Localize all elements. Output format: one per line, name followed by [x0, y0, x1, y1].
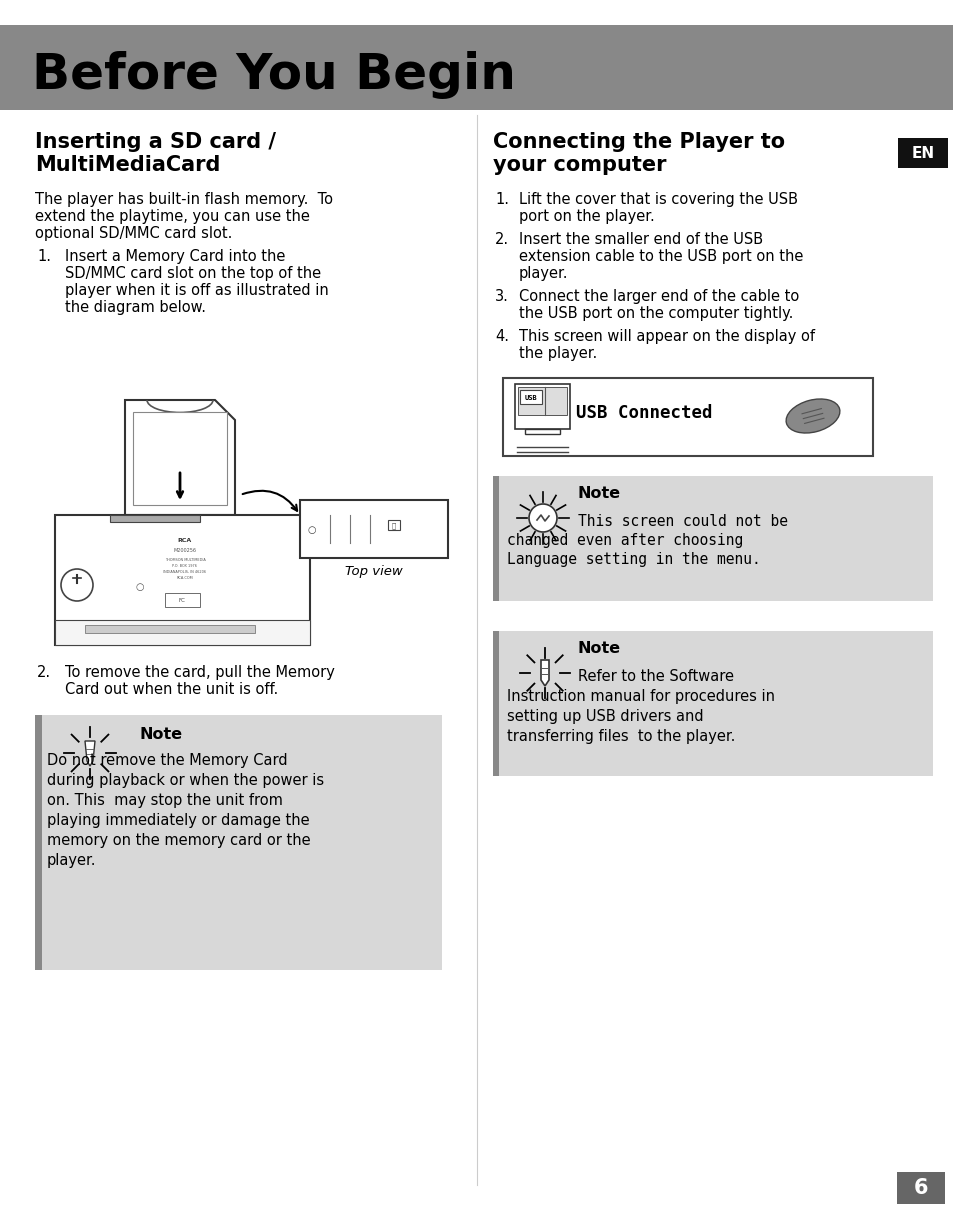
- Text: extension cable to the USB port on the: extension cable to the USB port on the: [518, 249, 802, 264]
- Bar: [110, 515, 200, 522]
- Bar: [35, 714, 441, 970]
- Text: P.O. BOX 1976: P.O. BOX 1976: [172, 564, 197, 567]
- Bar: [132, 412, 227, 505]
- Text: Do not remove the Memory Card: Do not remove the Memory Card: [47, 753, 287, 768]
- Text: To remove the card, pull the Memory: To remove the card, pull the Memory: [65, 665, 335, 680]
- Text: player.: player.: [518, 266, 568, 281]
- Bar: [502, 378, 872, 456]
- Text: ○: ○: [135, 582, 144, 592]
- Bar: [55, 620, 310, 645]
- Text: SD/MMC card slot on the top of the: SD/MMC card slot on the top of the: [65, 266, 321, 281]
- Bar: [517, 388, 566, 416]
- Text: Insert a Memory Card into the: Insert a Memory Card into the: [65, 249, 285, 264]
- Text: playing immediately or damage the: playing immediately or damage the: [47, 813, 310, 827]
- Text: during playback or when the power is: during playback or when the power is: [47, 773, 324, 789]
- Text: ○: ○: [308, 525, 315, 535]
- Text: USB: USB: [524, 395, 537, 401]
- Text: Note: Note: [140, 727, 183, 742]
- Text: setting up USB drivers and: setting up USB drivers and: [506, 710, 703, 724]
- Text: Note: Note: [578, 486, 620, 501]
- Bar: [0, 26, 953, 111]
- Polygon shape: [125, 400, 234, 515]
- Text: THOMSON MULTIMEDIA: THOMSON MULTIMEDIA: [165, 558, 205, 563]
- Text: the player.: the player.: [518, 346, 597, 361]
- Bar: [896, 1172, 944, 1204]
- Text: RCA: RCA: [177, 537, 192, 543]
- Text: FC: FC: [178, 598, 185, 603]
- Circle shape: [61, 569, 92, 601]
- Text: 1.: 1.: [37, 249, 51, 264]
- Text: the USB port on the computer tightly.: the USB port on the computer tightly.: [518, 306, 793, 321]
- Text: Top view: Top view: [345, 565, 402, 578]
- Text: memory on the memory card or the: memory on the memory card or the: [47, 833, 311, 848]
- Text: player when it is off as illustrated in: player when it is off as illustrated in: [65, 283, 329, 298]
- Ellipse shape: [785, 399, 839, 433]
- Polygon shape: [85, 741, 95, 765]
- Text: Insert the smaller end of the USB: Insert the smaller end of the USB: [518, 232, 762, 247]
- Polygon shape: [540, 660, 548, 686]
- Text: optional SD/MMC card slot.: optional SD/MMC card slot.: [35, 226, 233, 241]
- Text: extend the playtime, you can use the: extend the playtime, you can use the: [35, 209, 310, 224]
- Text: 🔒: 🔒: [392, 522, 395, 530]
- Text: M200256: M200256: [173, 548, 196, 553]
- Text: This screen will appear on the display of: This screen will appear on the display o…: [518, 329, 814, 344]
- Bar: [515, 384, 569, 429]
- Bar: [165, 593, 200, 608]
- Circle shape: [529, 504, 557, 532]
- Text: Inserting a SD card /: Inserting a SD card /: [35, 132, 275, 152]
- Bar: [299, 501, 448, 558]
- Text: changed even after choosing: changed even after choosing: [506, 533, 742, 548]
- Text: This screen could not be: This screen could not be: [578, 514, 787, 529]
- Bar: [519, 390, 541, 405]
- Text: Card out when the unit is off.: Card out when the unit is off.: [65, 682, 278, 697]
- Text: Note: Note: [578, 642, 620, 656]
- Text: player.: player.: [47, 853, 96, 868]
- Text: 2.: 2.: [37, 665, 51, 680]
- Bar: [493, 476, 932, 601]
- Text: MultiMediaCard: MultiMediaCard: [35, 156, 220, 175]
- Text: 1.: 1.: [495, 192, 509, 207]
- Bar: [493, 631, 932, 776]
- Bar: [524, 429, 559, 434]
- Bar: [897, 139, 947, 168]
- Text: 6: 6: [913, 1179, 927, 1198]
- Text: 3.: 3.: [495, 289, 508, 304]
- Text: on. This  may stop the unit from: on. This may stop the unit from: [47, 793, 283, 808]
- Text: the diagram below.: the diagram below.: [65, 300, 206, 315]
- Text: Instruction manual for procedures in: Instruction manual for procedures in: [506, 689, 774, 703]
- Text: Lift the cover that is covering the USB: Lift the cover that is covering the USB: [518, 192, 797, 207]
- Text: 2.: 2.: [495, 232, 509, 247]
- Text: your computer: your computer: [493, 156, 666, 175]
- Text: port on the player.: port on the player.: [518, 209, 654, 224]
- Bar: [35, 714, 42, 970]
- Bar: [388, 520, 399, 530]
- Bar: [85, 625, 254, 633]
- Text: USB Connected: USB Connected: [576, 405, 712, 422]
- Text: The player has built-in flash memory.  To: The player has built-in flash memory. To: [35, 192, 333, 207]
- Text: EN: EN: [910, 146, 934, 160]
- Text: 4.: 4.: [495, 329, 509, 344]
- Text: RCA.COM: RCA.COM: [176, 576, 193, 580]
- Text: Before You Begin: Before You Begin: [32, 51, 516, 98]
- Bar: [493, 631, 498, 776]
- Text: Connect the larger end of the cable to: Connect the larger end of the cable to: [518, 289, 799, 304]
- Bar: [493, 476, 498, 601]
- Text: Connecting the Player to: Connecting the Player to: [493, 132, 784, 152]
- Bar: [55, 515, 310, 645]
- Text: Language setting in the menu.: Language setting in the menu.: [506, 552, 760, 567]
- Text: Refer to the Software: Refer to the Software: [578, 669, 733, 684]
- Text: transferring files  to the player.: transferring files to the player.: [506, 729, 735, 744]
- Text: INDIANAPOLIS, IN 46206: INDIANAPOLIS, IN 46206: [163, 570, 207, 573]
